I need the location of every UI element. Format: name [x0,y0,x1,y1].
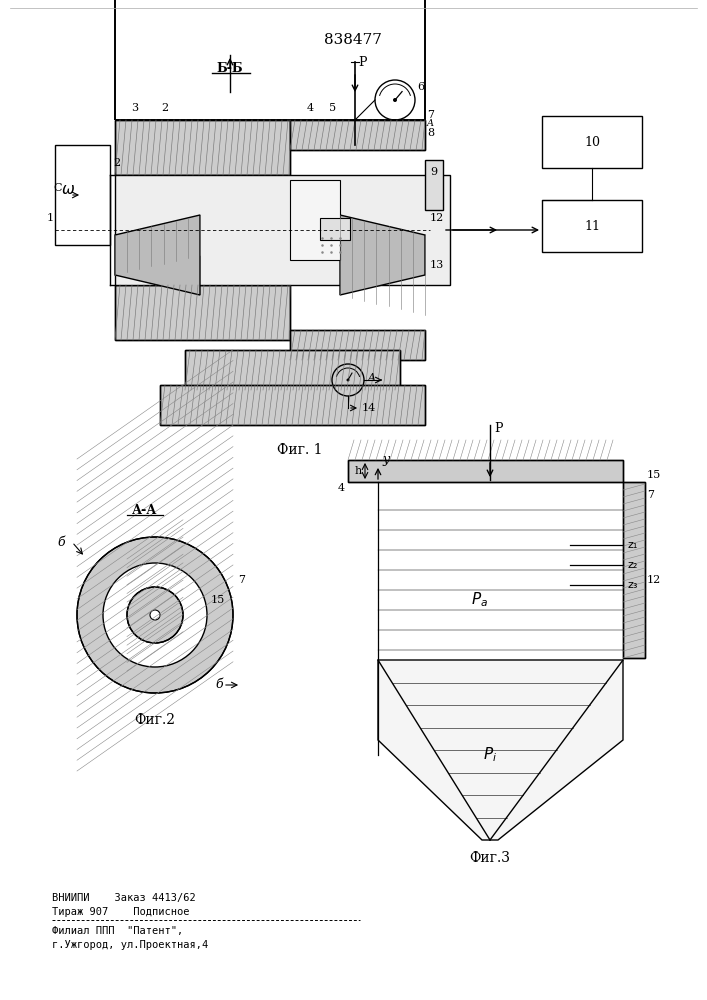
Bar [623,482,645,658]
Text: б: б [215,678,223,692]
Text: 838477: 838477 [324,33,382,47]
Text: P: P [494,422,503,434]
Bar [185,350,400,390]
Text: ВНИИПИ    Заказ 4413/62: ВНИИПИ Заказ 4413/62 [52,893,196,903]
Text: б: б [57,536,65,548]
Bar [623,482,645,658]
Circle shape [77,537,233,693]
Text: 15: 15 [211,595,226,605]
Text: 6: 6 [417,82,424,92]
Bar [290,120,425,150]
Bar [160,385,425,425]
Text: Филиал ППП  "Патент",: Филиал ППП "Патент", [52,926,183,936]
Text: 1: 1 [47,213,54,223]
Text: 12: 12 [647,575,661,585]
Text: P: P [358,56,366,70]
Polygon shape [378,660,623,840]
Text: 8: 8 [427,128,434,138]
Text: z₂: z₂ [628,560,638,570]
Text: A: A [427,119,434,128]
Polygon shape [340,215,425,295]
Text: z₁: z₁ [628,540,638,550]
Text: 7: 7 [238,575,245,585]
Text: 5: 5 [329,103,337,113]
Text: 3: 3 [132,103,139,113]
Circle shape [393,98,397,102]
Text: 7: 7 [647,490,654,500]
Bar [115,120,290,175]
Bar [542,116,642,168]
Text: Фиг.2: Фиг.2 [134,713,175,727]
Text: 9: 9 [430,167,437,177]
Text: A: A [368,373,376,383]
Text: 2: 2 [113,158,120,168]
Circle shape [150,610,160,620]
Bar [348,460,623,482]
Text: 4: 4 [306,103,314,113]
Text: 4: 4 [338,483,345,493]
Circle shape [346,378,349,381]
Text: $P_i$: $P_i$ [483,746,497,764]
Text: z₃: z₃ [628,580,638,590]
Text: 14: 14 [362,403,376,413]
Text: $P_a$: $P_a$ [472,591,489,609]
Text: Фиг.3: Фиг.3 [469,851,510,865]
Polygon shape [115,215,200,295]
Bar [290,330,425,360]
Bar [290,180,340,260]
Bar [320,218,350,240]
Text: y: y [382,454,389,466]
Text: 10: 10 [584,135,600,148]
Circle shape [127,587,183,643]
Bar [290,330,425,360]
Text: 11: 11 [584,220,600,232]
Text: 2: 2 [161,103,168,113]
Bar [425,160,443,210]
Bar [115,285,290,340]
Text: Тираж 907    Подписное: Тираж 907 Подписное [52,907,189,917]
Bar [115,175,450,285]
Text: 7: 7 [427,110,434,120]
Text: Б-Б: Б-Б [216,62,243,75]
Bar [542,200,642,252]
Text: г.Ужгород, ул.Проектная,4: г.Ужгород, ул.Проектная,4 [52,940,209,950]
Text: А-А: А-А [132,504,158,516]
Bar [55,145,110,245]
Text: 12: 12 [430,213,444,223]
Bar [160,385,425,425]
Text: C: C [54,183,62,193]
Bar [115,285,290,340]
Bar [115,0,425,120]
Bar [290,120,425,150]
Bar [185,350,400,390]
Text: 15: 15 [647,470,661,480]
Text: $\omega$: $\omega$ [61,182,75,198]
Text: 13: 13 [430,260,444,270]
Bar [115,120,290,175]
Bar [348,460,623,482]
Text: h: h [355,466,362,476]
Text: Фиг. 1: Фиг. 1 [277,443,323,457]
Circle shape [103,563,207,667]
